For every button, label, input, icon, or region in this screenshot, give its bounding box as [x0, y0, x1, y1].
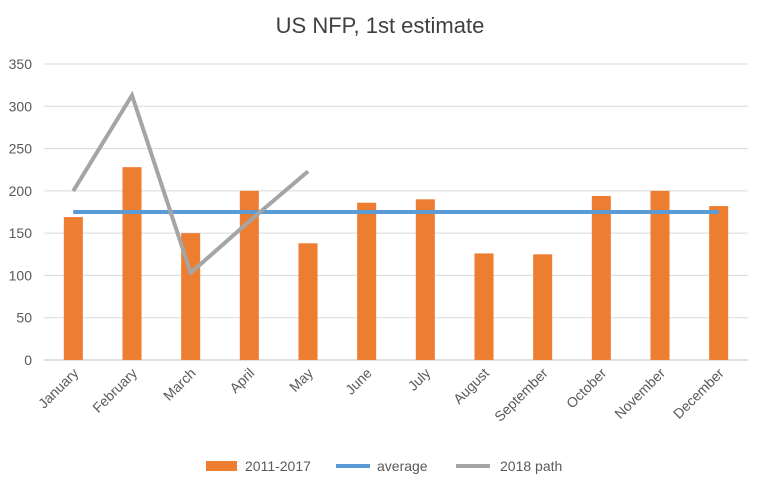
2018-path-point — [131, 94, 133, 96]
y-tick-label: 100 — [9, 267, 33, 283]
bar-march — [181, 233, 201, 360]
2018-path-point — [72, 190, 74, 192]
x-tick-label: December — [670, 365, 727, 422]
y-tick-label: 300 — [9, 98, 33, 114]
x-tick-label: January — [35, 365, 82, 412]
x-tick-label: March — [160, 365, 199, 404]
line-series — [71, 90, 720, 277]
bar-october — [591, 195, 611, 360]
y-tick-label: 250 — [9, 141, 33, 157]
x-axis-tick-labels: January February March April May June July Augu… — [35, 365, 727, 425]
average-point — [366, 211, 368, 213]
average-point — [424, 211, 426, 213]
average-point — [659, 211, 661, 213]
bar-february — [122, 167, 142, 360]
average-point — [483, 211, 485, 213]
legend: 2011-2017 average 2018 path — [206, 458, 562, 474]
x-tick-label: October — [563, 365, 610, 412]
x-tick-label: November — [611, 365, 668, 422]
x-tick-label: July — [405, 365, 434, 394]
bar-september — [533, 254, 553, 360]
bar-july — [415, 199, 435, 360]
y-tick-label: 350 — [9, 56, 33, 72]
x-tick-label: April — [226, 365, 257, 396]
bar-series — [63, 167, 729, 360]
average-point — [542, 211, 544, 213]
2018-path-point — [307, 170, 309, 172]
bar-december — [709, 206, 729, 360]
legend-label: 2018 path — [500, 458, 562, 474]
y-tick-label: 150 — [9, 225, 33, 241]
bar-january — [63, 217, 83, 360]
legend-label: 2011-2017 — [245, 458, 311, 474]
average-point — [718, 211, 720, 213]
x-tick-label: August — [450, 365, 492, 407]
bar-august — [474, 253, 494, 360]
y-axis-tick-labels: 0 50 100 150 200 250 300 350 — [9, 56, 33, 368]
x-tick-label: May — [286, 365, 316, 395]
bar-november — [650, 190, 670, 360]
legend-label: average — [377, 458, 428, 474]
legend-swatch-bar — [206, 461, 237, 471]
x-tick-label: September — [491, 365, 551, 425]
bar-may — [298, 243, 318, 360]
average-point — [248, 211, 250, 213]
chart-title: US NFP, 1st estimate — [276, 13, 485, 38]
average-point — [600, 211, 602, 213]
x-tick-label: February — [89, 365, 140, 416]
y-tick-label: 200 — [9, 183, 33, 199]
2018-path-point — [248, 220, 250, 222]
average-point — [131, 211, 133, 213]
x-tick-label: June — [342, 365, 375, 398]
bar-april — [239, 190, 259, 360]
average-point — [72, 211, 74, 213]
gridlines — [44, 63, 748, 361]
y-tick-label: 50 — [16, 310, 32, 326]
bar-june — [357, 202, 377, 360]
2018-path-point — [190, 272, 192, 274]
average-point — [190, 211, 192, 213]
average-point — [307, 211, 309, 213]
y-tick-label: 0 — [24, 352, 32, 368]
